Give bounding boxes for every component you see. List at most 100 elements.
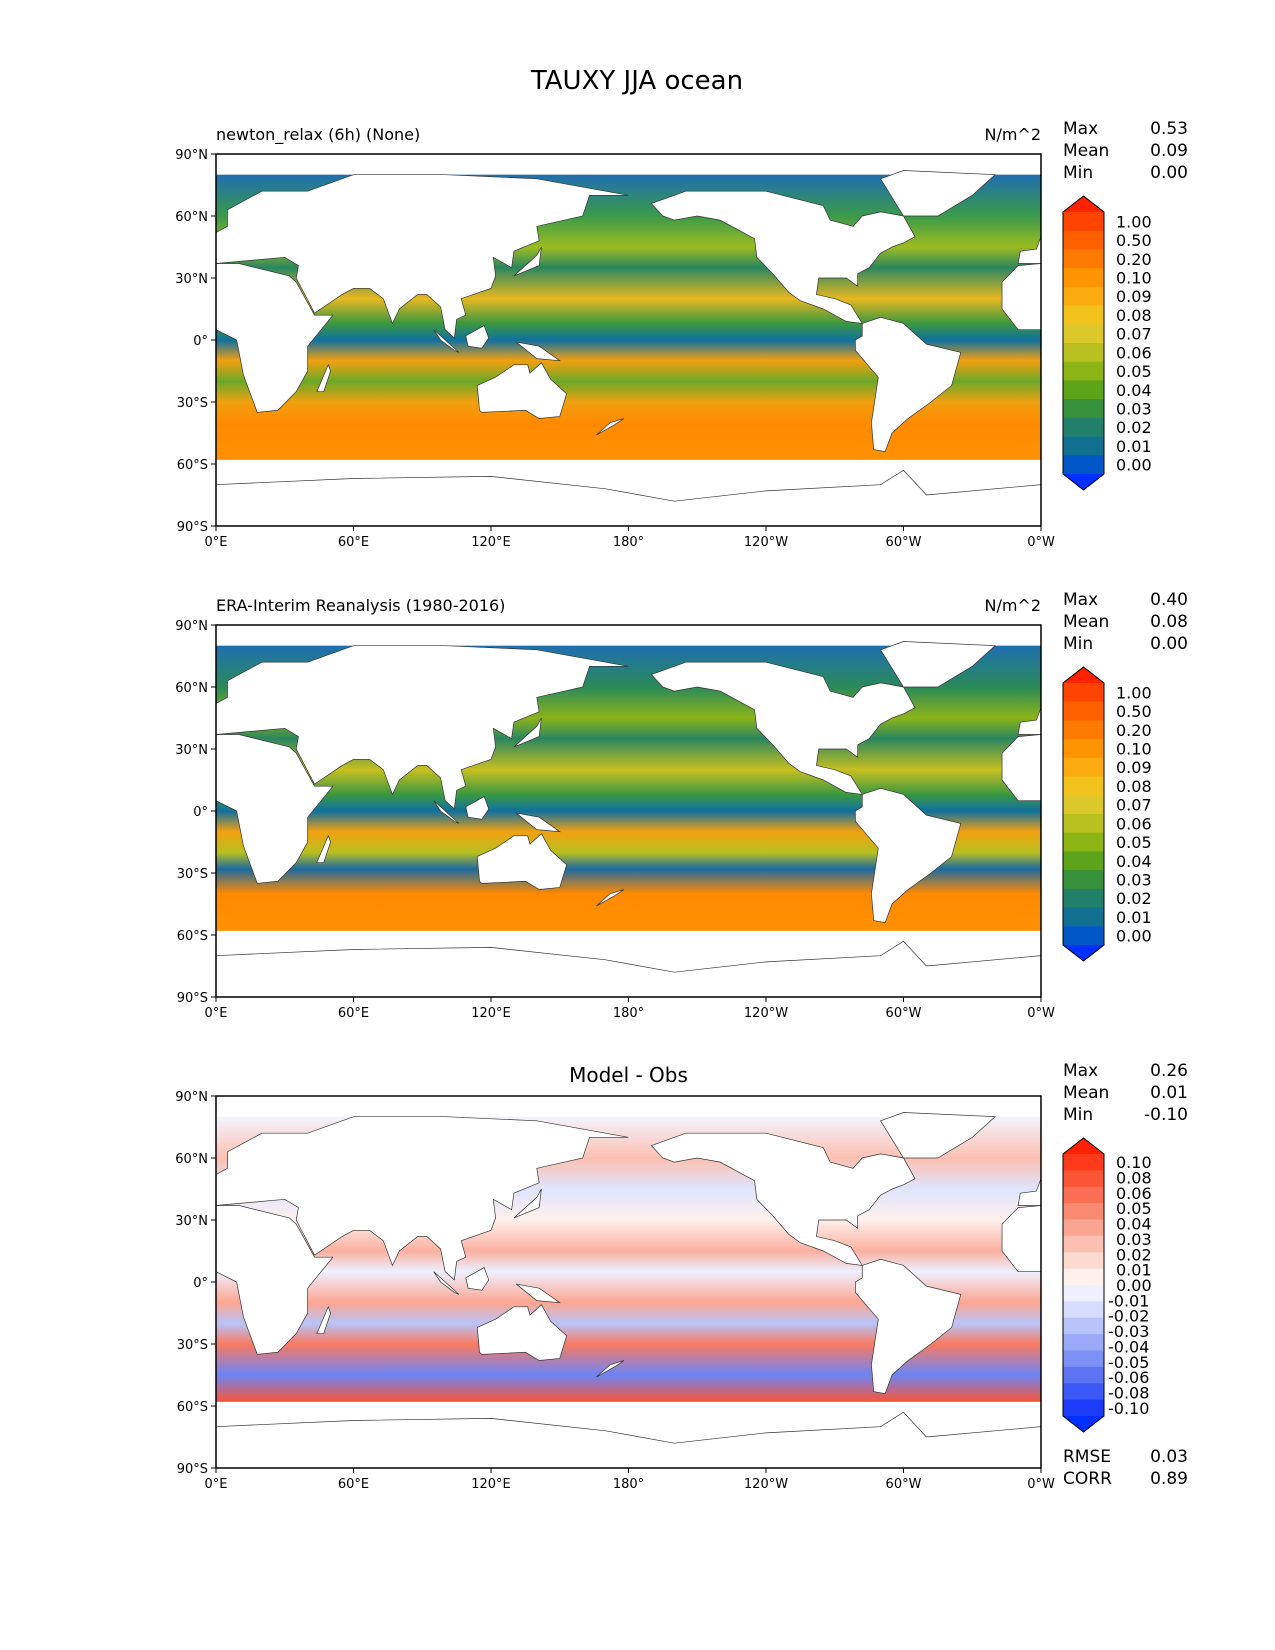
y-tick-label: 90°N xyxy=(175,619,208,634)
colorbar-label: 0.01 xyxy=(1116,908,1152,927)
x-tick-label: 60°E xyxy=(338,1006,369,1021)
landmass xyxy=(433,1271,460,1295)
colorbar-segment xyxy=(1063,1399,1104,1417)
y-tick-label: 30°S xyxy=(177,1338,208,1353)
landmass xyxy=(1017,1178,1042,1206)
colorbar-label: -0.06 xyxy=(1108,1368,1149,1387)
landmass xyxy=(215,645,629,810)
colorbar-label: 0.10 xyxy=(1116,740,1152,759)
y-tick-label: 30°S xyxy=(177,396,208,411)
landmass xyxy=(515,341,562,362)
colorbar-segment xyxy=(1063,230,1104,250)
colorbar-label: 0.03 xyxy=(1116,871,1152,890)
colorbar-segment xyxy=(1063,380,1104,400)
stat-label: Min xyxy=(1063,634,1093,654)
colorbar-label: -0.02 xyxy=(1108,1307,1149,1326)
colorbar-segment xyxy=(1063,1334,1104,1351)
stat-value: -0.10 xyxy=(1144,1105,1188,1125)
colorbar-segment xyxy=(1063,1170,1104,1188)
colorbar-label: 0.09 xyxy=(1116,758,1152,777)
y-tick-label: 30°N xyxy=(175,1214,208,1229)
colorbar-segment xyxy=(1063,343,1104,363)
x-tick-label: 120°W xyxy=(744,1006,788,1021)
colorbar-label: 0.05 xyxy=(1116,1199,1152,1218)
colorbar-label: 0.02 xyxy=(1116,418,1152,437)
stat-value: 0.09 xyxy=(1150,141,1188,161)
landmass xyxy=(650,190,916,324)
colorbar-label: 0.01 xyxy=(1116,1261,1152,1280)
colorbar-label: -0.08 xyxy=(1108,1383,1149,1402)
colorbar-segment xyxy=(1063,907,1104,927)
landmass xyxy=(215,940,1042,998)
colorbar-label: 0.03 xyxy=(1116,1230,1152,1249)
colorbar-label: 0.05 xyxy=(1116,362,1152,381)
stat-value: 0.40 xyxy=(1150,590,1188,610)
colorbar-label: 0.06 xyxy=(1116,1184,1152,1203)
colorbar-segment xyxy=(1063,1203,1104,1220)
colorbar-label: -0.05 xyxy=(1108,1353,1149,1372)
landmass xyxy=(215,734,334,884)
landmass xyxy=(880,641,997,688)
y-tick-label: 90°N xyxy=(175,148,208,163)
landmass xyxy=(465,796,490,820)
colorbar-label: 0.50 xyxy=(1116,702,1152,721)
colorbar-label: 0.01 xyxy=(1116,437,1152,456)
stat-label: RMSE xyxy=(1063,1447,1111,1467)
y-tick-label: 30°S xyxy=(177,867,208,882)
colorbar-label: 0.02 xyxy=(1116,889,1152,908)
colorbar-segment xyxy=(1063,1301,1104,1319)
panel-left-title: ERA-Interim Reanalysis (1980-2016) xyxy=(216,596,505,615)
colorbar-segment xyxy=(1063,1350,1104,1368)
y-tick-label: 60°N xyxy=(175,681,208,696)
colorbar-extend-min xyxy=(1063,945,1104,961)
colorbar-segment xyxy=(1063,268,1104,288)
panel-center-title: Model - Obs xyxy=(569,1063,688,1087)
colorbar-label: 0.08 xyxy=(1116,777,1152,796)
colorbar-segment xyxy=(1063,212,1104,232)
y-tick-label: 0° xyxy=(193,334,208,349)
colorbar-label: 0.00 xyxy=(1116,927,1152,946)
colorbar-segment xyxy=(1063,1366,1104,1384)
colorbar-segment xyxy=(1063,757,1104,778)
stat-label: Mean xyxy=(1063,612,1109,632)
stat-label: Mean xyxy=(1063,1083,1109,1103)
landmass xyxy=(316,1305,331,1335)
colorbar-extend-max xyxy=(1063,667,1104,683)
x-tick-label: 120°W xyxy=(744,535,788,550)
stat-value: 0.01 xyxy=(1150,1083,1188,1103)
colorbar-label: 0.04 xyxy=(1116,852,1152,871)
landmass xyxy=(1017,236,1042,264)
landmass xyxy=(650,1132,916,1266)
x-tick-label: 60°E xyxy=(338,1477,369,1492)
stat-label: Max xyxy=(1063,1061,1098,1081)
stat-value: 0.00 xyxy=(1150,634,1188,654)
colorbar-segment xyxy=(1063,870,1104,890)
colorbar-label: 0.20 xyxy=(1116,721,1152,740)
colorbar-segment xyxy=(1063,1383,1104,1401)
colorbar-label: -0.01 xyxy=(1108,1291,1149,1310)
colorbar-segment xyxy=(1063,324,1104,344)
colorbar-segment xyxy=(1063,1219,1104,1237)
colorbar-segment xyxy=(1063,795,1104,815)
figure-title: TAUXY JJA ocean xyxy=(530,66,743,96)
x-tick-label: 120°E xyxy=(471,1477,511,1492)
y-tick-label: 60°S xyxy=(177,458,208,473)
map-panel-diff: 0°E 60°E 120°E 180° 120°W 60°W 0°W 90°N 60°N 30°N… xyxy=(175,1061,1188,1492)
map-panel-model: 0°E 60°E 120°E 180° 120°W 60°W 0°W 90°N 60°N 30°N… xyxy=(175,119,1188,550)
x-tick-label: 120°W xyxy=(744,1477,788,1492)
colorbar-label: 1.00 xyxy=(1116,683,1152,702)
x-tick-label: 180° xyxy=(613,1477,644,1492)
stat-label: Min xyxy=(1063,1105,1093,1125)
landmass xyxy=(215,469,1042,527)
landmass xyxy=(880,1112,997,1159)
x-tick-label: 60°W xyxy=(886,1006,922,1021)
landmass xyxy=(215,174,629,339)
stat-value: 0.89 xyxy=(1150,1469,1188,1489)
stat-label: Mean xyxy=(1063,141,1109,161)
x-tick-label: 60°E xyxy=(338,535,369,550)
landmass xyxy=(596,418,625,436)
colorbar-label: 0.50 xyxy=(1116,231,1152,250)
colorbar-label: 0.08 xyxy=(1116,1169,1152,1188)
landmass xyxy=(855,1258,962,1394)
colorbar-segment xyxy=(1063,720,1104,740)
